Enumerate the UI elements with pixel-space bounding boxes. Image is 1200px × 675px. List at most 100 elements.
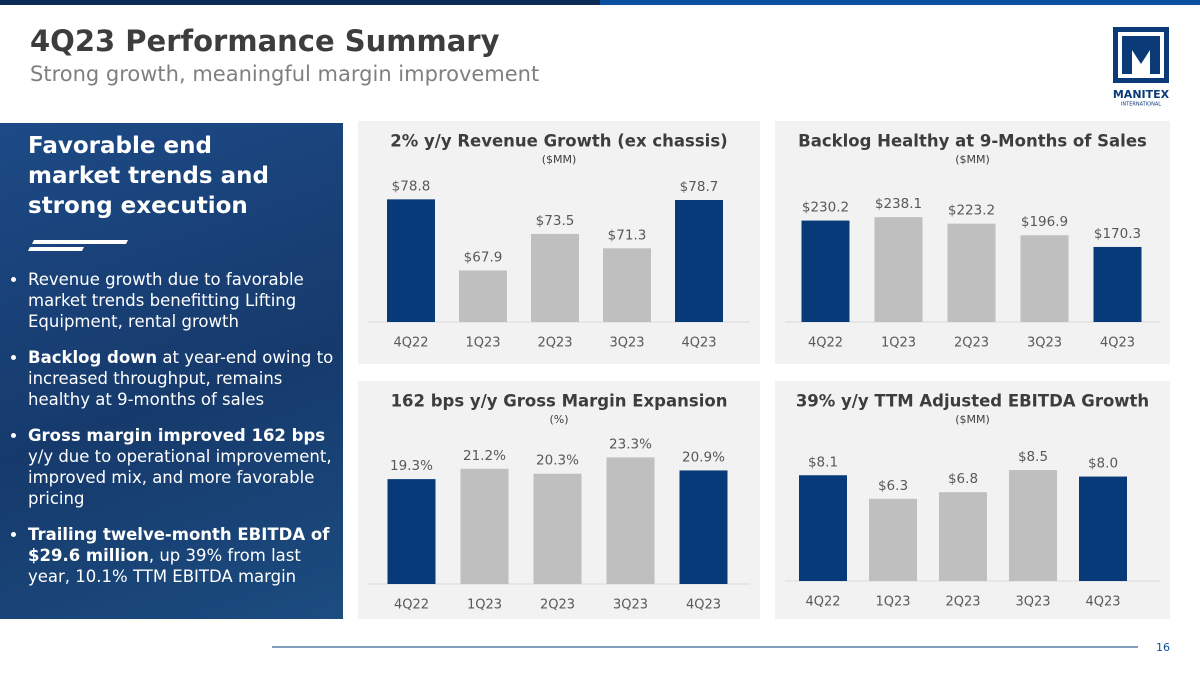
logo-tagline: INTERNATIONAL — [1121, 102, 1161, 108]
value-label: $8.1 — [808, 454, 838, 470]
value-label: $230.2 — [802, 200, 849, 216]
chart: 39% y/y TTM Adjusted EBITDA Growth ($MM) 4… — [785, 392, 1160, 610]
bullet-text: Revenue growth due to favorable market t… — [28, 270, 304, 331]
logo-name: MANITEX — [1113, 88, 1170, 101]
bar — [799, 475, 847, 581]
bullet: Trailing twelve-month EBITDA of $29.6 mi… — [28, 524, 348, 587]
value-label: $238.1 — [875, 196, 922, 212]
sidebar-heading: Favorable end market trends and strong e… — [28, 133, 269, 219]
bar — [1079, 476, 1127, 581]
x-tick-label: 3Q23 — [609, 336, 644, 351]
value-label: 20.3% — [536, 453, 579, 469]
x-tick-label: 2Q23 — [954, 336, 989, 351]
bar — [947, 223, 996, 322]
chart-subtitle: ($MM) — [955, 153, 990, 166]
value-label: $8.0 — [1088, 456, 1118, 472]
chart-panel: 2% y/y Revenue Growth (ex chassis) ($MM) 4… — [358, 121, 760, 364]
bullet-text: at year-end owing to increased throughpu… — [28, 348, 334, 409]
chart-title: Backlog Healthy at 9-Months of Sales — [798, 132, 1147, 151]
chart: Backlog Healthy at 9-Months of Sales ($MM… — [785, 132, 1160, 351]
x-tick-label: 1Q23 — [465, 336, 500, 351]
x-tick-label: 3Q23 — [1027, 336, 1062, 351]
value-label: 23.3% — [609, 436, 652, 452]
chart-panel: Backlog Healthy at 9-Months of Sales ($MM… — [775, 121, 1170, 364]
chart-panel: 162 bps y/y Gross Margin Expansion (%) 4Q2… — [358, 381, 760, 619]
bar — [869, 498, 917, 581]
bar — [1009, 470, 1057, 581]
slide-title: 4Q23 Performance Summary — [30, 24, 500, 58]
value-label: $78.8 — [392, 178, 431, 194]
bullet-list: Revenue growth due to favorable market t… — [10, 269, 348, 602]
footer: 16 — [272, 641, 1170, 654]
bar — [459, 270, 507, 322]
value-label: $170.3 — [1094, 226, 1141, 242]
value-label: 20.9% — [682, 449, 725, 465]
bullet-emphasis: Backlog down — [28, 348, 158, 367]
x-tick-label: 4Q23 — [681, 336, 716, 351]
x-tick-label: 4Q23 — [686, 598, 721, 613]
x-tick-label: 3Q23 — [613, 598, 648, 613]
value-label: $196.9 — [1021, 214, 1068, 230]
bar — [675, 200, 723, 322]
x-tick-label: 2Q23 — [540, 598, 575, 613]
x-tick-label: 4Q22 — [805, 595, 840, 610]
value-label: $73.5 — [536, 213, 575, 229]
x-tick-label: 2Q23 — [945, 595, 980, 610]
chart-subtitle: (%) — [549, 413, 568, 426]
value-label: 19.3% — [390, 458, 433, 474]
chart-title: 39% y/y TTM Adjusted EBITDA Growth — [796, 392, 1149, 411]
chart-subtitle: ($MM) — [955, 413, 990, 426]
bar — [603, 248, 651, 322]
bullet: Revenue growth due to favorable market t… — [28, 269, 348, 332]
value-label: $8.5 — [1018, 449, 1048, 465]
divider — [28, 240, 128, 251]
chart: 2% y/y Revenue Growth (ex chassis) ($MM) 4… — [368, 132, 750, 351]
top-bar — [0, 0, 1200, 5]
bullet: Gross margin improved 162 bps y/y due to… — [28, 425, 348, 509]
bar — [460, 468, 509, 584]
x-tick-label: 4Q22 — [394, 598, 429, 613]
logo: MANITEX INTERNATIONAL — [1113, 27, 1170, 108]
bar — [874, 217, 923, 322]
x-tick-label: 4Q22 — [393, 336, 428, 351]
bullet-emphasis: Gross margin improved 162 bps — [28, 426, 326, 445]
bar — [801, 220, 850, 322]
bar — [606, 457, 655, 584]
value-label: 21.2% — [463, 448, 506, 464]
bullet-text: , up 39% from last year, 10.1% TTM EBITD… — [28, 546, 301, 586]
bullet-emphasis: Trailing twelve-month EBITDA of $29.6 mi… — [28, 525, 330, 565]
x-tick-label: 4Q22 — [808, 336, 843, 351]
x-tick-label: 1Q23 — [467, 598, 502, 613]
value-label: $223.2 — [948, 203, 995, 219]
bar — [387, 479, 436, 584]
chart-title: 162 bps y/y Gross Margin Expansion — [391, 392, 728, 411]
chart: 162 bps y/y Gross Margin Expansion (%) 4Q2… — [368, 392, 750, 613]
bar — [533, 473, 582, 584]
x-tick-label: 2Q23 — [537, 336, 572, 351]
slide-subtitle: Strong growth, meaningful margin improve… — [30, 62, 540, 86]
chart-subtitle: ($MM) — [542, 153, 577, 166]
value-label: $71.3 — [608, 227, 647, 243]
bar — [387, 199, 435, 322]
x-tick-label: 4Q23 — [1100, 336, 1135, 351]
x-tick-label: 1Q23 — [875, 595, 910, 610]
bar — [939, 492, 987, 581]
bar — [1020, 235, 1069, 322]
value-label: $78.7 — [680, 179, 719, 195]
bar — [1093, 246, 1142, 322]
page-number: 16 — [1156, 641, 1170, 654]
value-label: $6.3 — [878, 478, 908, 494]
value-label: $67.9 — [464, 249, 503, 265]
chart-panel: 39% y/y TTM Adjusted EBITDA Growth ($MM) 4… — [775, 381, 1170, 619]
bar — [531, 233, 579, 322]
sidebar: Favorable end market trends and strong e… — [0, 123, 343, 619]
x-tick-label: 3Q23 — [1015, 595, 1050, 610]
chart-title: 2% y/y Revenue Growth (ex chassis) — [390, 132, 727, 151]
bar — [679, 470, 728, 584]
x-tick-label: 1Q23 — [881, 336, 916, 351]
bullet-text: y/y due to operational improvement, impr… — [28, 447, 332, 508]
bullet: Backlog down at year-end owing to increa… — [28, 347, 348, 410]
x-tick-label: 4Q23 — [1085, 595, 1120, 610]
value-label: $6.8 — [948, 471, 978, 487]
